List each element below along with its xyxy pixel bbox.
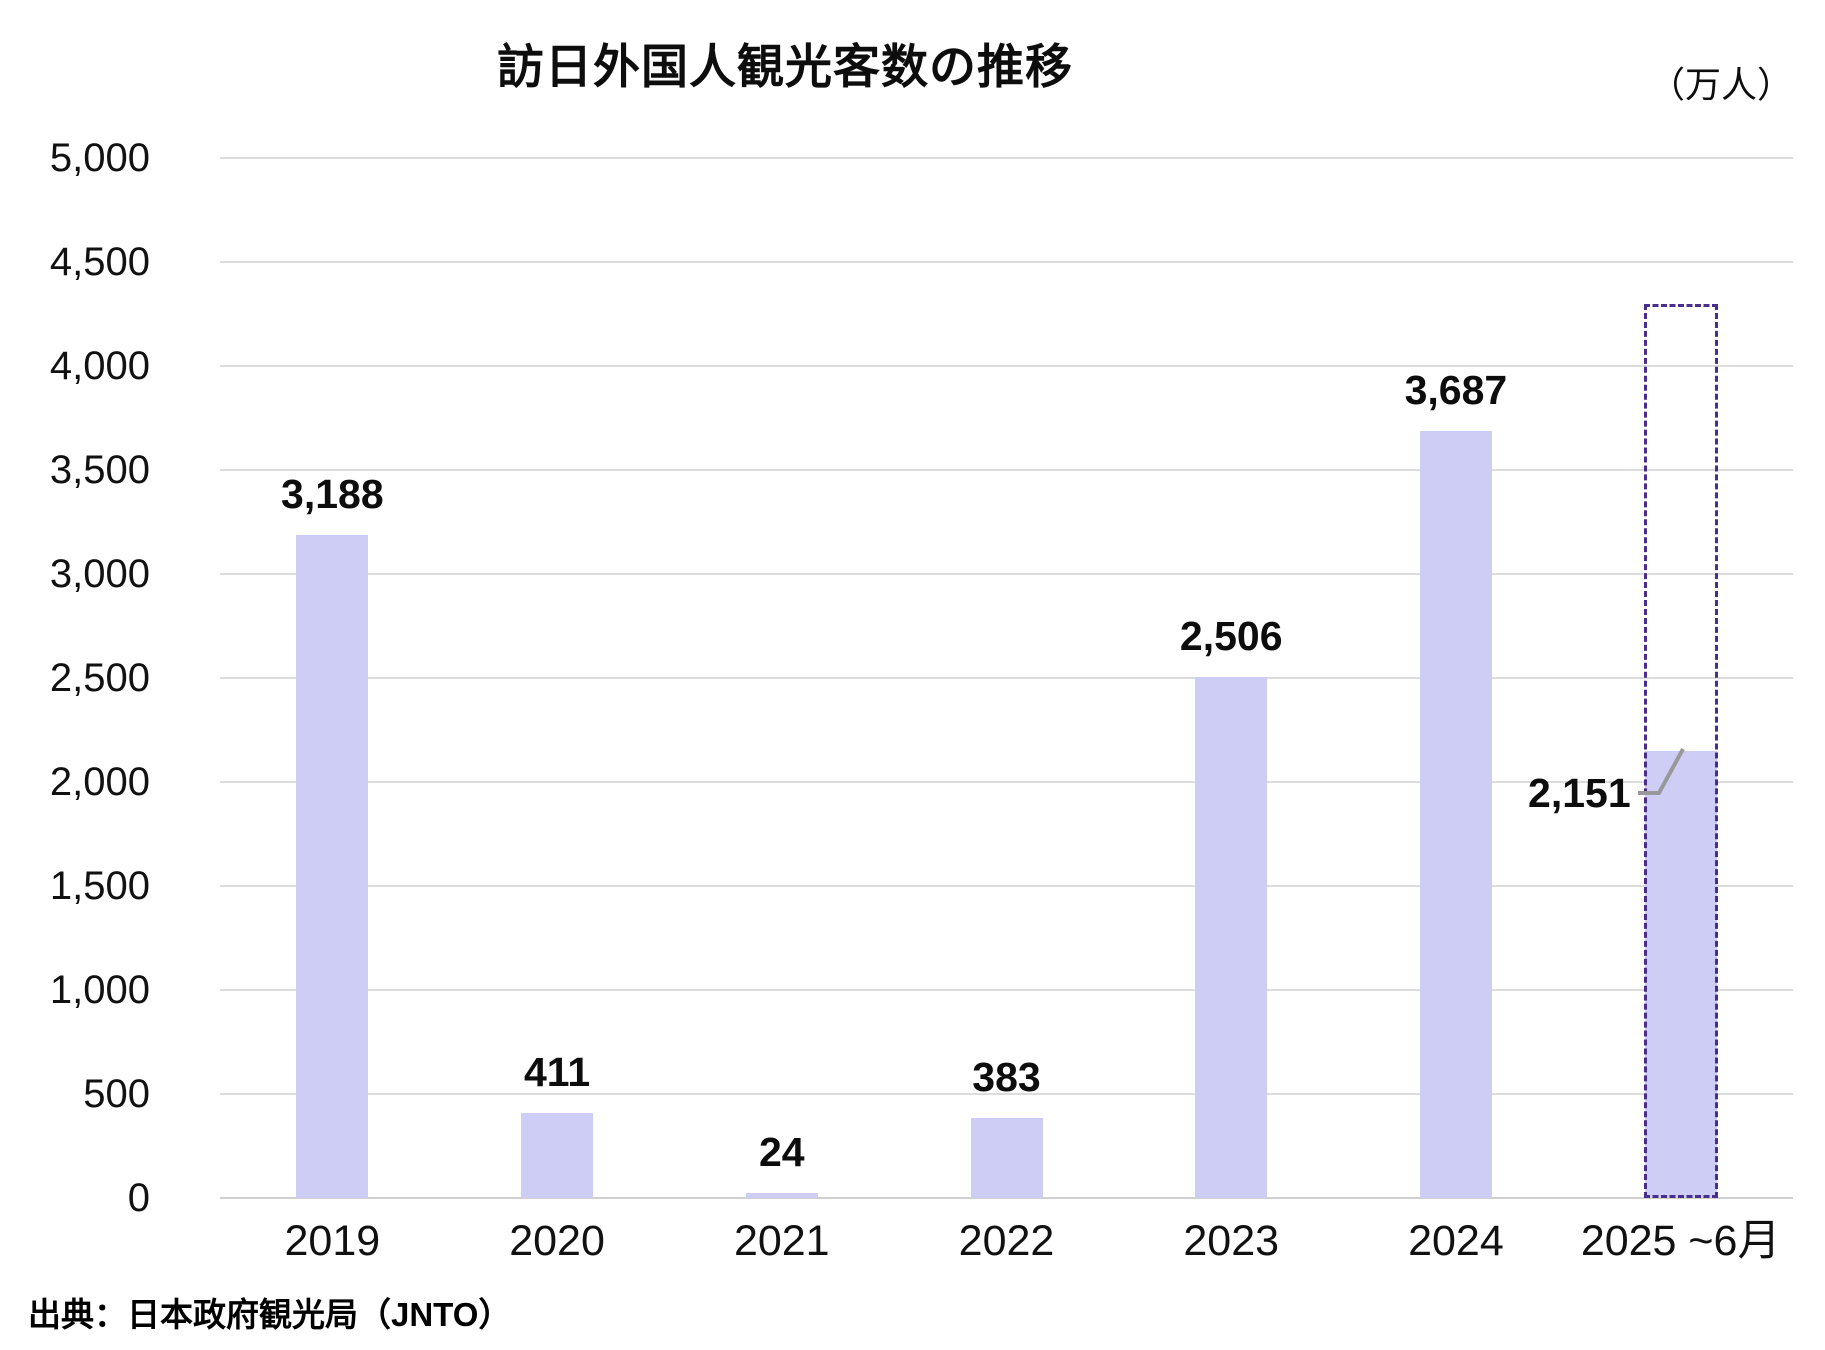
- bar-value-label: 3,188: [281, 470, 384, 517]
- bar-2025 ~6月: [1644, 750, 1717, 1198]
- bar-2020: [521, 1112, 594, 1198]
- gridline-3000: [220, 573, 1793, 575]
- y-tick-label: 5,000: [49, 136, 150, 180]
- gridline-4500: [220, 261, 1793, 263]
- bar-value-label: 2,506: [1179, 612, 1283, 659]
- gridline-2500: [220, 677, 1793, 679]
- dashed-projection-outline: [1643, 303, 1718, 1198]
- bar-value-label: 411: [523, 1048, 591, 1095]
- x-category-label: 2020: [509, 1217, 605, 1265]
- x-category-label: 2025 ~6月: [1580, 1217, 1781, 1265]
- y-tick-label: 4,000: [49, 344, 150, 388]
- gridline-1000: [220, 989, 1793, 991]
- bar-2024: [1419, 431, 1492, 1198]
- gridline-3500: [220, 469, 1793, 471]
- gridline-5000: [220, 157, 1793, 159]
- bar-2023: [1195, 676, 1268, 1198]
- x-category-label: 2023: [1183, 1217, 1280, 1265]
- y-tick-label: 2,000: [49, 760, 150, 804]
- y-tick-label: 2,500: [49, 656, 150, 700]
- x-category-label: 2024: [1408, 1217, 1504, 1265]
- y-tick-label: 4,500: [49, 240, 150, 284]
- gridline-2000: [220, 781, 1793, 783]
- bar-value-label: 383: [972, 1054, 1041, 1101]
- bar-value-label-leadered: 2,151: [1528, 769, 1631, 816]
- y-tick-label: 3,500: [49, 448, 150, 492]
- x-category-label: 2021: [733, 1217, 830, 1265]
- chart-title: 訪日外国人観光客数の推移: [497, 40, 1073, 93]
- gridline-500: [220, 1093, 1793, 1095]
- y-tick-label: 500: [83, 1072, 150, 1116]
- gridline-1500: [220, 885, 1793, 887]
- bar-2021: [745, 1193, 818, 1198]
- gridline-0: [220, 1197, 1793, 1199]
- x-category-label: 2019: [284, 1217, 381, 1265]
- bar-2019: [296, 534, 369, 1198]
- leader-line: [1637, 747, 1685, 795]
- x-category-label: 2022: [958, 1217, 1055, 1265]
- bar-2022: [970, 1118, 1043, 1198]
- y-tick-label: 3,000: [49, 552, 150, 596]
- y-tick-label: 1,500: [49, 864, 150, 908]
- bar-value-label: 24: [758, 1129, 805, 1175]
- axis-unit-label: （万人）: [1648, 64, 1793, 105]
- bar-value-label: 3,687: [1404, 367, 1508, 414]
- source-note: 出典：日本政府観光局（JNTO）: [28, 1296, 512, 1333]
- y-tick-label: 1,000: [49, 968, 150, 1012]
- gridline-4000: [220, 365, 1793, 367]
- y-tick-label: 0: [127, 1176, 150, 1220]
